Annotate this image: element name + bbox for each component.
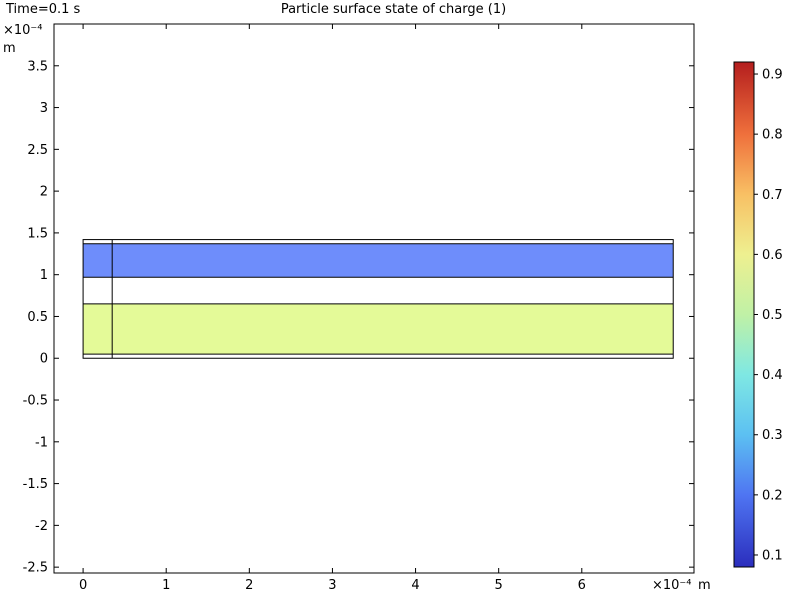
geometry-outer-box — [82, 239, 674, 359]
colorbar-tick-label-0: 0.1 — [762, 548, 783, 563]
y-axis-multiplier: ×10⁻⁴ — [3, 23, 43, 38]
y-tick-label-3: -1 — [35, 435, 48, 450]
y-axis-unit: m — [3, 41, 16, 56]
y-tick-label-6: 0.5 — [27, 310, 48, 325]
colorbar-tick-label-5: 0.6 — [762, 248, 783, 263]
colorbar-tick-label-1: 0.2 — [762, 488, 783, 503]
x-axis-unit: m — [698, 578, 711, 593]
colorbar-tick-label-3: 0.4 — [762, 368, 783, 383]
x-tick-label-1: 1 — [162, 578, 170, 593]
y-tick-label-2: -1.5 — [23, 477, 48, 492]
y-tick-label-1: -2 — [35, 519, 48, 534]
y-tick-label-12: 3.5 — [27, 59, 48, 74]
y-tick-label-11: 3 — [40, 101, 48, 116]
y-tick-label-0: -2.5 — [23, 561, 48, 576]
colorbar-layer: 0.1 0.2 0.3 0.4 0.5 0.6 0.7 0.8 0.9 — [733, 61, 783, 568]
x-tick-label-2: 2 — [245, 578, 253, 593]
colorbar-tick-label-8: 0.9 — [762, 68, 783, 83]
x-tick-label-4: 4 — [411, 578, 419, 593]
geometry-lines — [82, 239, 674, 359]
colorbar-tick-label-7: 0.8 — [762, 128, 783, 143]
colorbar-tick-label-2: 0.3 — [762, 428, 783, 443]
y-tick-label-9: 2 — [40, 185, 48, 200]
time-label: Time=0.1 s — [6, 2, 81, 17]
heatmap-region-1 — [83, 243, 674, 278]
heatmap-regions — [83, 243, 674, 355]
y-tick-label-5: 0 — [40, 352, 48, 367]
x-tick-label-3: 3 — [328, 578, 336, 593]
y-axis: -2.5 -2 -1.5 -1 -0.5 0 0.5 1 1.5 2 2.5 3 3.5 ×10⁻⁴ m — [3, 23, 694, 576]
heatmap-region-0 — [83, 303, 674, 355]
x-tick-label-6: 6 — [578, 578, 586, 593]
colorbar-tick-label-4: 0.5 — [762, 308, 783, 323]
colorbar — [733, 61, 755, 568]
x-tick-label-5: 5 — [495, 578, 503, 593]
x-tick-label-0: 0 — [79, 578, 87, 593]
chart-title: Particle surface state of charge (1) — [280, 2, 507, 17]
colorbar-tick-label-6: 0.7 — [762, 188, 783, 203]
plot-frame — [53, 23, 695, 574]
y-tick-label-10: 2.5 — [27, 143, 48, 158]
x-axis-multiplier: ×10⁻⁴ — [652, 578, 692, 593]
plot-layer: 0 1 2 3 4 5 6 ×10⁻⁴ m -2.5 -2 -1.5 -1 -0.5 0 0.5 1 1.5 2 2.… — [3, 23, 711, 593]
y-tick-label-7: 1 — [40, 268, 48, 283]
y-tick-label-8: 1.5 — [27, 226, 48, 241]
x-axis: 0 1 2 3 4 5 6 ×10⁻⁴ m — [79, 24, 711, 593]
y-tick-label-4: -0.5 — [23, 394, 48, 409]
